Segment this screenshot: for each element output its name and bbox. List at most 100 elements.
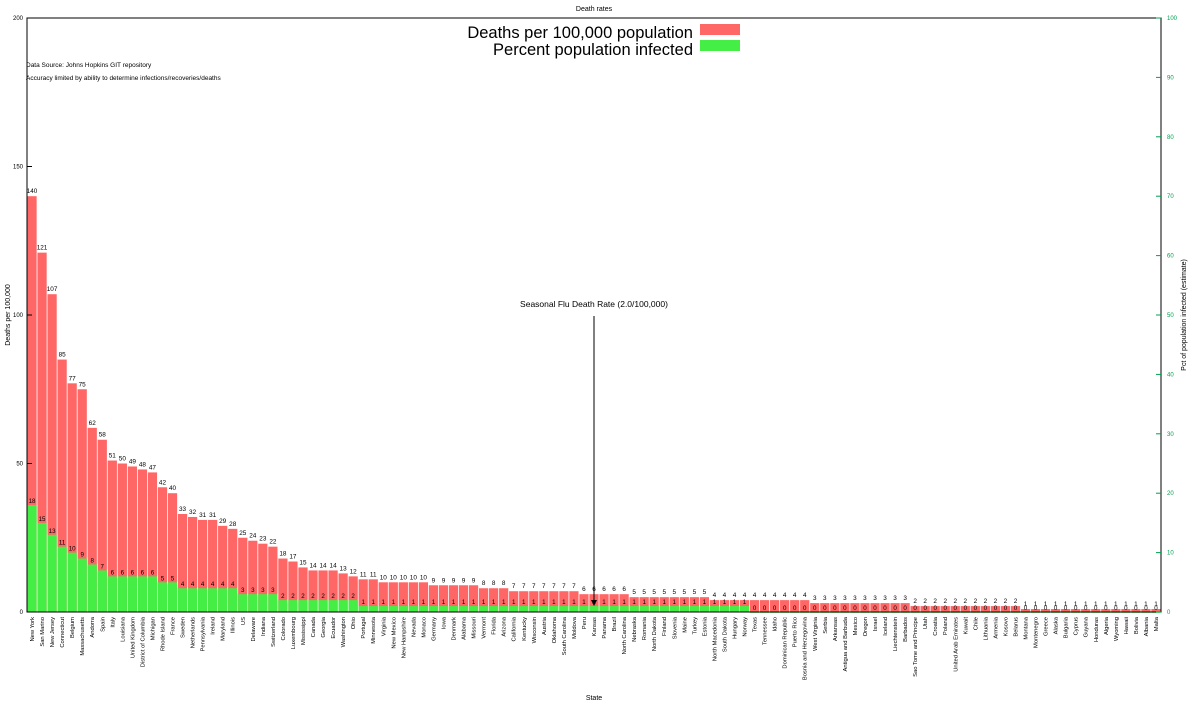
category-label: Montana xyxy=(1024,616,1030,639)
data-label-deaths: 5 xyxy=(632,589,636,596)
category-label: Georgia xyxy=(321,616,327,637)
bar-deaths xyxy=(57,359,67,612)
bar-deaths xyxy=(177,513,188,612)
data-label-deaths: 2 xyxy=(933,598,937,605)
data-label-deaths: 2 xyxy=(913,598,917,605)
data-label-deaths: 2 xyxy=(1004,598,1008,605)
data-label-deaths: 3 xyxy=(853,595,857,602)
bar-deaths xyxy=(147,472,158,612)
bar-deaths xyxy=(870,603,880,612)
data-label-infected: 0 xyxy=(893,605,897,612)
bar-deaths xyxy=(489,588,499,612)
data-label-infected: 0 xyxy=(1064,605,1068,612)
data-label-infected: 1 xyxy=(361,599,365,606)
bar-infected xyxy=(739,606,750,612)
category-label: Armenia xyxy=(993,616,999,638)
category-label: Germany xyxy=(431,617,437,641)
category-label: Dominican Republic xyxy=(783,617,789,669)
data-label-infected: 11 xyxy=(59,540,66,547)
data-label-deaths: 1 xyxy=(1074,601,1078,608)
bar-deaths xyxy=(1071,609,1081,612)
data-label-infected: 9 xyxy=(80,552,84,559)
bar-deaths xyxy=(990,606,1001,612)
data-label-deaths: 9 xyxy=(432,577,436,584)
bar-infected xyxy=(348,600,358,612)
bar-infected xyxy=(157,582,168,612)
bar-deaths xyxy=(278,558,288,612)
category-label: Poland xyxy=(943,617,949,635)
category-label: Hungary xyxy=(732,617,738,639)
bar-deaths xyxy=(107,460,117,612)
data-label-deaths: 5 xyxy=(683,589,687,596)
data-label-infected: 1 xyxy=(552,599,556,606)
data-label-infected: 1 xyxy=(371,599,375,606)
data-label-deaths: 1 xyxy=(1134,601,1138,608)
category-label: Vermont xyxy=(482,617,488,639)
data-label-deaths: 4 xyxy=(783,592,787,599)
data-label-deaths: 51 xyxy=(109,453,117,460)
category-label: Finland xyxy=(662,617,668,636)
category-label: Illinois xyxy=(231,617,237,633)
data-label-deaths: 6 xyxy=(622,586,626,593)
bar-infected xyxy=(388,606,398,612)
left-tick-label: 200 xyxy=(13,16,24,22)
data-label-deaths: 13 xyxy=(340,565,348,572)
bar-deaths xyxy=(920,606,930,612)
bar-infected xyxy=(679,606,689,612)
bar-infected xyxy=(208,588,218,612)
data-label-deaths: 7 xyxy=(512,583,516,590)
bar-deaths xyxy=(1020,609,1031,612)
category-label: Arizona xyxy=(502,616,508,636)
bar-deaths xyxy=(649,597,659,612)
data-label-deaths: 2 xyxy=(943,598,947,605)
category-label: District of Columbia xyxy=(140,616,146,667)
data-label-infected: 0 xyxy=(1034,605,1038,612)
category-label: Indiana xyxy=(261,616,267,636)
bar-infected xyxy=(408,606,418,612)
bar-infected xyxy=(418,606,429,612)
data-label-infected: 8 xyxy=(91,557,95,564)
bar-deaths xyxy=(87,427,97,612)
category-label: North Macedonia xyxy=(712,616,718,661)
data-label-deaths: 75 xyxy=(79,381,87,388)
bar-deaths xyxy=(77,389,87,612)
data-label-infected: 6 xyxy=(111,569,115,576)
bar-infected xyxy=(438,606,449,612)
data-label-infected: 2 xyxy=(331,593,335,600)
data-label-deaths: 18 xyxy=(279,551,287,558)
data-label-infected: 0 xyxy=(763,605,767,612)
bar-infected xyxy=(137,576,148,612)
bar-infected xyxy=(338,600,348,612)
data-label-deaths: 3 xyxy=(843,595,847,602)
data-label-infected: 0 xyxy=(1104,605,1108,612)
bar-infected xyxy=(187,588,198,612)
data-label-deaths: 7 xyxy=(542,583,546,590)
bar-infected xyxy=(97,570,107,612)
data-label-deaths: 2 xyxy=(974,598,978,605)
data-label-deaths: 2 xyxy=(984,598,988,605)
data-label-deaths: 14 xyxy=(309,562,317,569)
data-label-deaths: 10 xyxy=(390,574,398,581)
bar-infected xyxy=(398,606,408,612)
data-label-deaths: 8 xyxy=(502,580,506,587)
category-label: Nevada xyxy=(411,616,417,637)
data-label-deaths: 2 xyxy=(994,598,998,605)
data-label-infected: 0 xyxy=(1004,605,1008,612)
category-label: Greece xyxy=(1044,617,1050,636)
bar-deaths xyxy=(1010,606,1021,612)
bar-deaths xyxy=(1040,609,1051,612)
data-label-infected: 13 xyxy=(49,528,56,535)
data-label-infected: 1 xyxy=(512,599,516,606)
data-label-deaths: 8 xyxy=(482,580,486,587)
data-label-infected: 0 xyxy=(1084,605,1088,612)
data-label-deaths: 10 xyxy=(400,574,408,581)
chart-title: Death rates xyxy=(576,6,613,13)
bars-layer xyxy=(27,196,1161,613)
bar-deaths xyxy=(27,196,37,612)
data-label-deaths: 28 xyxy=(229,521,237,528)
bar-deaths xyxy=(208,519,218,612)
data-label-deaths: 7 xyxy=(562,583,566,590)
right-tick-label: 30 xyxy=(1167,432,1174,438)
data-label-deaths: 22 xyxy=(269,539,277,546)
bar-deaths xyxy=(770,600,780,612)
